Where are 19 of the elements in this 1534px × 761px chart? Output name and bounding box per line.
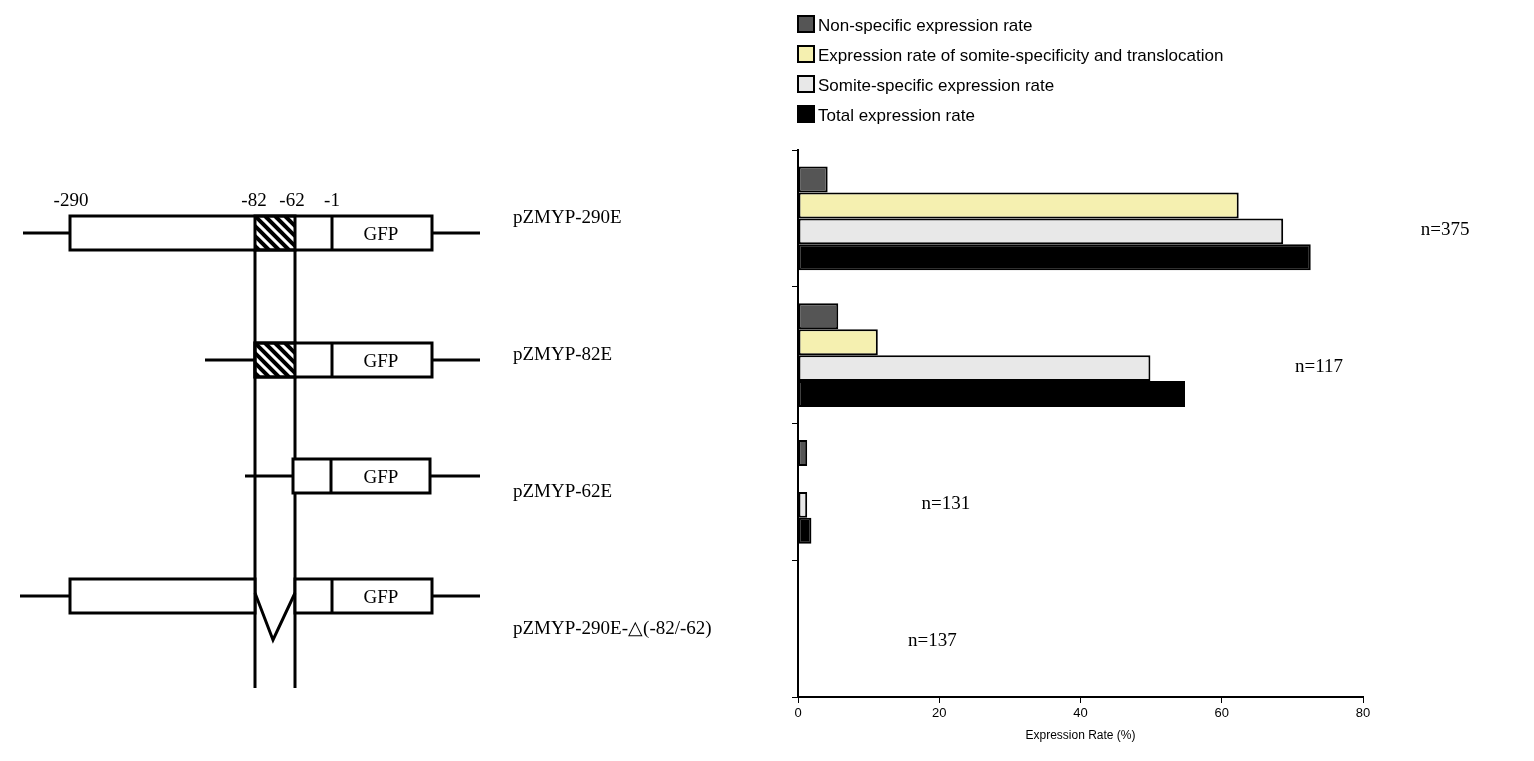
legend-label: Somite-specific expression rate: [818, 75, 1055, 95]
legend-label: Non-specific expression rate: [818, 15, 1033, 35]
x-tick-label: 80: [1355, 705, 1371, 721]
annotation: n=117: [1295, 355, 1344, 377]
annotation: n=131: [921, 491, 971, 513]
x-tick-label: 20: [932, 705, 947, 721]
y-tick-label: pZMYP-62E: [513, 479, 613, 501]
text: n=375: [1420, 218, 1470, 240]
legend-label: Total expression rate: [818, 105, 975, 125]
y-tick-label: pZMYP-290E: [513, 206, 622, 228]
x-axis-title: Expression Rate (%): [1025, 728, 1136, 743]
x-tick-label: 60: [1214, 705, 1229, 721]
x-tick-label: 0: [794, 705, 802, 721]
y-tick-label: pZMYP-82E: [513, 343, 613, 365]
promoter-construct-diagram: -290 -82 -62 -1 GFP GFP GFP GFP: [8, 8, 508, 708]
y-tick-label: pZMYP-290E-△(-82/-62): [513, 616, 712, 639]
annotation: n=137: [908, 628, 957, 650]
legend-label: Expression rate of somite-specificity and translocation: [818, 45, 1224, 65]
x-tick-label: 40: [1073, 705, 1088, 721]
